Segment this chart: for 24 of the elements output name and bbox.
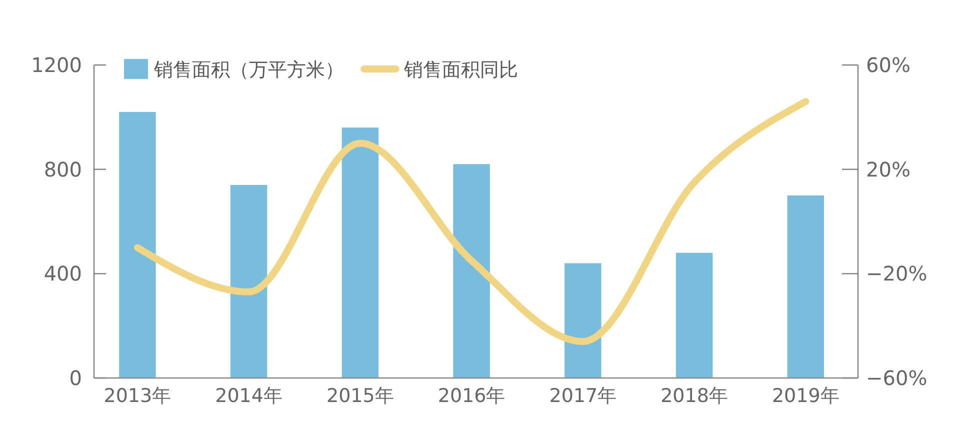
bar: [119, 112, 156, 378]
x-tick-label: 2019年: [772, 385, 840, 407]
legend-label: 销售面积同比: [403, 59, 518, 81]
bar: [787, 195, 824, 378]
bar: [453, 164, 490, 378]
x-tick-label: 2018年: [660, 385, 728, 407]
y2-tick-label: −60%: [866, 366, 928, 390]
y-tick-label: 0: [69, 366, 82, 390]
y2-tick-label: 60%: [866, 53, 910, 77]
bar: [564, 263, 602, 378]
bar: [230, 184, 268, 378]
x-tick-label: 2016年: [438, 385, 506, 407]
bar: [342, 128, 379, 378]
bar: [676, 252, 713, 378]
x-tick-label: 2015年: [326, 385, 394, 407]
y-tick-label: 1200: [31, 53, 82, 77]
x-tick-label: 2014年: [215, 385, 282, 407]
x-tick-label: 2013年: [104, 385, 172, 407]
y2-tick-label: −20%: [866, 262, 928, 286]
legend-label: 销售面积（万平方米）: [153, 59, 344, 81]
y-tick-label: 800: [44, 157, 82, 182]
y-tick-label: 400: [44, 262, 82, 286]
x-tick-label: 2017年: [549, 385, 617, 407]
y2-tick-label: 20%: [866, 157, 910, 182]
